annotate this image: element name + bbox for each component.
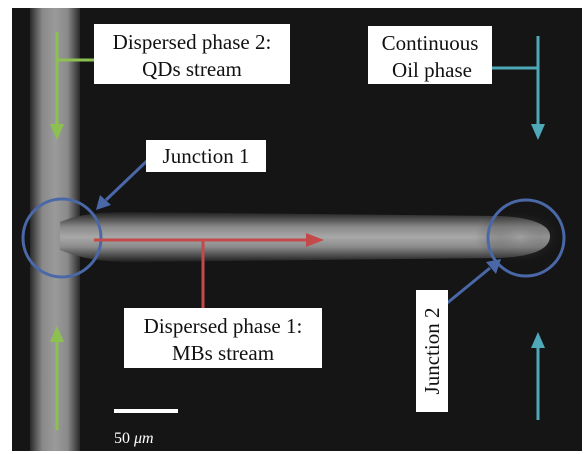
- dispersed-phase-1-label: Dispersed phase 1: MBs stream: [124, 308, 322, 368]
- continuous-line2: Oil phase: [392, 58, 472, 82]
- scale-bar-label: 50 μm: [114, 430, 154, 447]
- continuous-phase-label: Continuous Oil phase: [368, 26, 492, 84]
- junction-1-label: Junction 1: [146, 140, 266, 172]
- teal-arrow-bottom: [531, 332, 545, 420]
- green-arrow-bottom: [50, 326, 64, 430]
- dispersed-phase-2-line2: QDs stream: [142, 57, 242, 81]
- dispersed-phase-1-line1: Dispersed phase 1:: [144, 314, 303, 338]
- junction-2-circle: [486, 198, 566, 278]
- teal-arrow-top: [531, 36, 545, 140]
- junction-2-text: Junction 2: [420, 308, 444, 395]
- dispersed-phase-1-line2: MBs stream: [172, 341, 274, 365]
- dispersed-phase-2-line1: Dispersed phase 2:: [113, 30, 272, 54]
- dispersed-phase-2-label: Dispersed phase 2: QDs stream: [94, 24, 290, 84]
- junction-2-label: Junction 2: [416, 290, 448, 412]
- junction-1-pointer: [96, 156, 152, 210]
- stream-tip-glow: [475, 209, 565, 265]
- junction-1-text: Junction 1: [163, 144, 250, 168]
- horizontal-stream: [60, 212, 550, 262]
- junction-1-circle: [21, 197, 103, 279]
- green-arrow-top: [50, 32, 64, 140]
- junction-2-pointer: [445, 259, 501, 306]
- red-arrow: [94, 233, 324, 247]
- scale-bar: 50 μm: [114, 409, 178, 447]
- continuous-line1: Continuous: [382, 31, 479, 55]
